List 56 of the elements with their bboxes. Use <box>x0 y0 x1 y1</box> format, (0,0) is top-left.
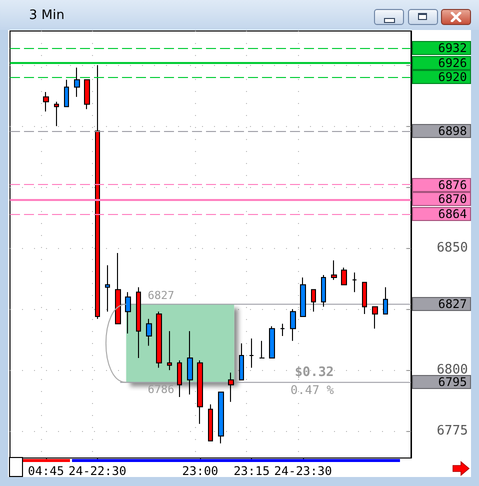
annotation: 6827 <box>148 289 174 302</box>
candlestick <box>300 276 306 317</box>
ref-line-label: 6926 <box>412 56 471 70</box>
candlestick <box>74 67 80 98</box>
candlestick <box>54 101 59 127</box>
candlestick <box>64 79 69 108</box>
x-tick-label: 04:45 <box>28 464 64 478</box>
x-tick-label: 24-23:30 <box>274 464 332 478</box>
candlestick <box>239 342 244 380</box>
x-tick-label: 23:15 <box>234 464 270 478</box>
candlestick <box>43 92 49 112</box>
candlestick <box>372 306 378 330</box>
annotation: $0.32 <box>294 365 334 380</box>
x-tick-label: 24-22:30 <box>68 464 126 478</box>
ref-line-label: 6876 <box>412 178 471 192</box>
candlestick <box>84 79 90 110</box>
ref-line-label: 6920 <box>412 70 471 84</box>
candlestick <box>156 311 162 368</box>
candlestick <box>290 308 296 342</box>
ref-line-label: 6870 <box>412 192 471 206</box>
ref-line-label: 6827 <box>412 297 471 312</box>
y-tick-label: 6850 <box>436 240 468 256</box>
candlestick <box>95 64 100 320</box>
candlestick <box>362 282 367 315</box>
candlestick <box>311 289 316 312</box>
y-tick-label: 6775 <box>436 424 468 439</box>
y-tick-label: 6800 <box>436 362 468 378</box>
candlestick <box>321 274 326 308</box>
candlestick <box>187 330 193 396</box>
candlestick <box>177 360 182 398</box>
candlestick <box>269 326 275 358</box>
candlestick <box>208 404 213 442</box>
chart-title: 3 Min <box>29 8 64 23</box>
candlestick <box>125 292 131 334</box>
candlestick <box>341 267 347 286</box>
annotation: 6786 <box>148 383 174 396</box>
candlestick <box>197 360 203 424</box>
candlestick <box>218 392 224 444</box>
candlestick <box>167 330 172 371</box>
annotation: 0.47 % <box>290 383 334 398</box>
candlestick <box>331 260 337 280</box>
ref-line-label: 6898 <box>412 124 471 138</box>
candlestick <box>136 286 141 358</box>
candlestick <box>280 323 285 336</box>
candlestick <box>249 338 254 368</box>
candlestick <box>383 286 388 315</box>
candlestick <box>259 340 265 358</box>
candlestick <box>105 264 110 312</box>
ref-line-label: 6932 <box>412 41 471 56</box>
x-tick-label: 23:00 <box>182 464 218 478</box>
candlestick <box>352 272 357 293</box>
ref-line-label: 6795 <box>412 375 471 390</box>
ref-line-label: 6864 <box>412 207 471 221</box>
candlestick <box>115 252 121 324</box>
candlestick <box>228 372 234 402</box>
candlestick <box>146 318 152 346</box>
